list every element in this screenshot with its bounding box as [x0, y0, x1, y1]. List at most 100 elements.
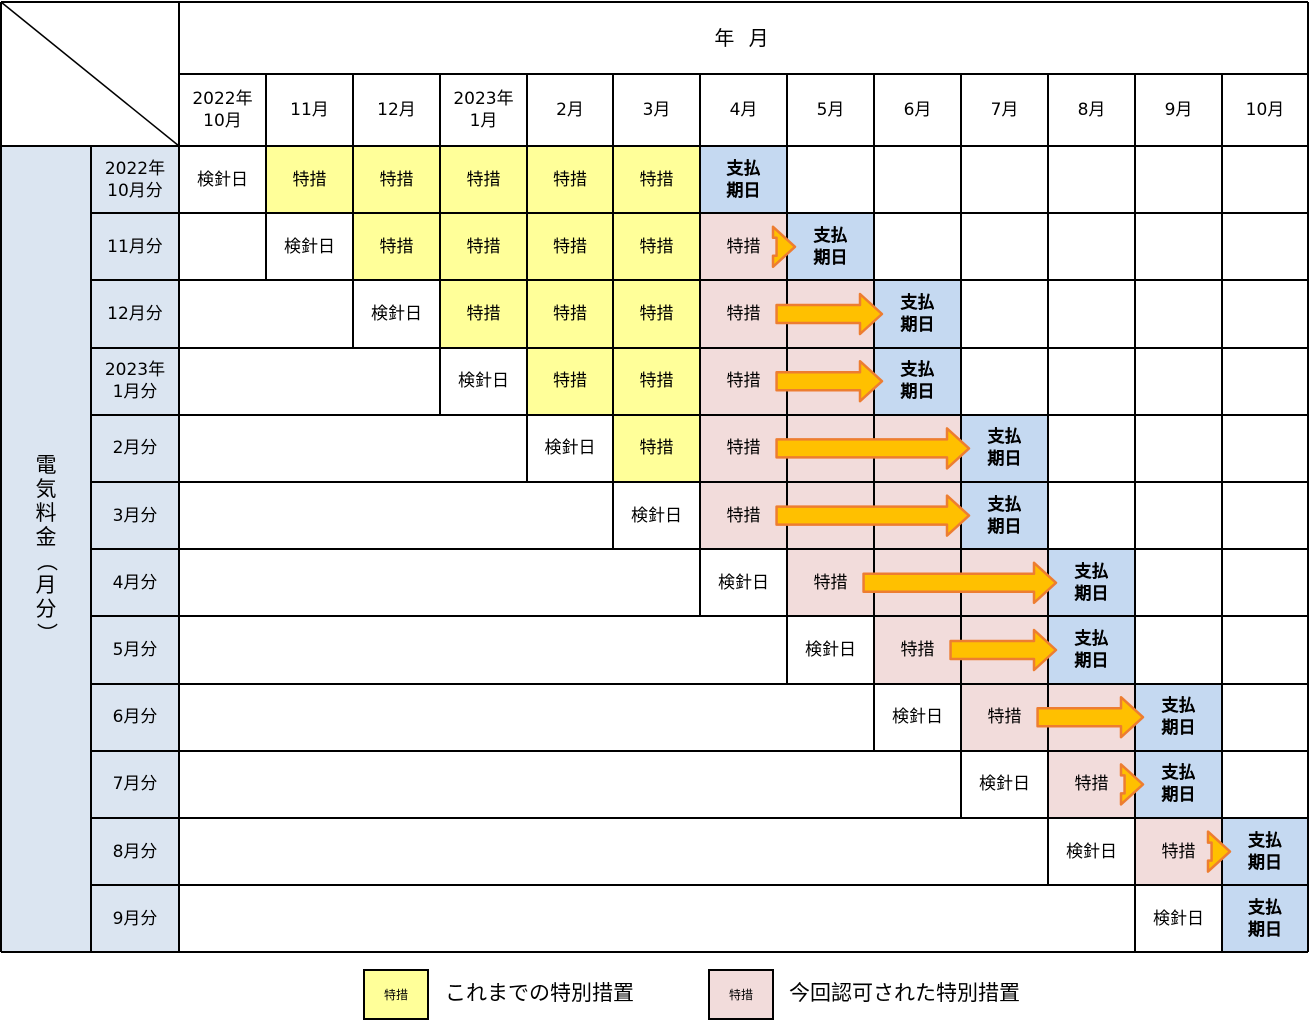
- grid-line: [699, 280, 701, 348]
- special-previous-cell: 特措: [613, 414, 700, 482]
- payment-due-cell: 支払 期日: [874, 280, 961, 348]
- payment-due-label: 支払 期日: [1161, 763, 1196, 806]
- grid-line: [873, 616, 875, 684]
- grid-line: [1221, 74, 1223, 146]
- legend-current-swatch: 特措: [708, 969, 774, 1020]
- legend-current-swatch-label: 特措: [728, 988, 753, 1002]
- carry-over-arrow: [775, 292, 884, 336]
- payment-due-label: 支払 期日: [987, 427, 1022, 470]
- grid-line: [1047, 213, 1049, 281]
- special-previous-cell: 特措: [440, 213, 527, 281]
- grid-line: [178, 2, 180, 953]
- corner-diagonal: [0, 1, 180, 147]
- row-label-5: 3月分: [91, 482, 179, 550]
- grid-line: [1047, 482, 1049, 550]
- grid-line: [960, 347, 962, 415]
- grid-line: [179, 73, 1308, 75]
- grid-line: [1221, 146, 1223, 214]
- payment-due-cell: 支払 期日: [787, 213, 874, 281]
- table-border: [1307, 2, 1309, 953]
- row-label-6: 4月分: [91, 549, 179, 617]
- grid-line: [439, 146, 441, 214]
- grid-line: [612, 482, 614, 550]
- payment-due-label: 支払 期日: [1074, 561, 1109, 604]
- grid-line: [91, 749, 1308, 752]
- side-title-char: 分: [35, 597, 57, 622]
- special-previous-cell: 特措: [440, 280, 527, 348]
- grid-line: [1134, 616, 1136, 684]
- grid-line: [1047, 818, 1049, 886]
- grid-line: [699, 414, 701, 482]
- grid-line: [960, 146, 962, 214]
- carry-over-arrow: [775, 359, 884, 403]
- meter-reading-cell: 検針日: [979, 774, 1030, 795]
- grid-line: [699, 482, 701, 550]
- billing-schedule-table: 年 月 2022年 10月 11月 12月 2023年 1月 2月 3月 4月 5月 6月 7月 8月 9月…: [0, 1, 1309, 954]
- special-previous-cell: 特措: [527, 213, 613, 281]
- grid-line: [1047, 280, 1049, 348]
- carry-over-arrow: [1206, 830, 1232, 873]
- row-label-0: 2022年 10月分: [91, 146, 179, 214]
- payment-due-cell: 支払 期日: [961, 414, 1048, 482]
- table-border: [1, 951, 1308, 954]
- side-title-char: 気: [35, 477, 57, 502]
- grid-line: [526, 347, 528, 415]
- row-label-9: 7月分: [91, 750, 179, 818]
- month-header-0: 2022年 10月: [192, 89, 253, 131]
- grid-line: [439, 347, 441, 415]
- arrows-layer: [771, 225, 1232, 873]
- legend-current-text: 今回認可された特別措置: [789, 981, 1020, 1005]
- month-header-9: 7月: [990, 100, 1019, 120]
- grid-line: [1221, 549, 1223, 617]
- special-current-cell: 特措: [787, 549, 874, 617]
- side-title-cell: 電気料金（月分）: [1, 146, 91, 953]
- grid-line: [960, 74, 962, 146]
- meter-reading-cell: 検針日: [1153, 908, 1204, 929]
- grid-line: [352, 213, 354, 281]
- grid-line: [1221, 750, 1223, 818]
- grid-line: [352, 146, 354, 214]
- grid-line: [526, 213, 528, 281]
- grid-line: [873, 213, 875, 281]
- grid-line: [960, 683, 962, 751]
- grid-line: [1, 145, 1308, 147]
- meter-reading-cell: 検針日: [371, 303, 422, 324]
- grid-line: [786, 74, 788, 146]
- special-previous-cell: 特措: [527, 146, 613, 214]
- grid-line: [526, 414, 528, 482]
- month-header-12: 10月: [1245, 100, 1285, 120]
- special-current-cell: 特措: [1048, 750, 1135, 818]
- month-header-3: 2023年 1月: [453, 89, 514, 131]
- grid-line: [352, 74, 354, 146]
- grid-line: [612, 280, 614, 348]
- grid-line: [265, 213, 267, 281]
- grid-line: [1221, 616, 1223, 684]
- side-title-vertical: 電気料金（月分）: [34, 453, 58, 645]
- meter-reading-cell: 検針日: [631, 505, 682, 526]
- meter-reading-cell: 検針日: [1066, 841, 1117, 862]
- grid-line: [526, 146, 528, 214]
- row-label-4: 2月分: [91, 414, 179, 482]
- grid-line: [1134, 818, 1136, 886]
- special-previous-cell: 特措: [527, 347, 613, 415]
- side-title-char: 月: [35, 573, 57, 598]
- payment-due-cell: 支払 期日: [1135, 750, 1222, 818]
- grid-line: [1047, 74, 1049, 146]
- carry-over-arrow: [775, 427, 971, 470]
- special-current-cell: 特措: [700, 347, 787, 415]
- grid-line: [1134, 280, 1136, 348]
- special-previous-cell: 特措: [613, 280, 700, 348]
- meter-reading-cell: 検針日: [805, 639, 856, 660]
- meter-reading-cell: 検針日: [284, 236, 335, 257]
- grid-line: [265, 146, 267, 214]
- payment-due-cell: 支払 期日: [1135, 683, 1222, 751]
- payment-due-cell: 支払 期日: [874, 347, 961, 415]
- payment-due-label: 支払 期日: [1248, 897, 1282, 940]
- grid-line: [1047, 414, 1049, 482]
- payment-due-label: 支払 期日: [813, 225, 848, 268]
- grid-line: [526, 280, 528, 348]
- month-header-11: 9月: [1164, 100, 1193, 120]
- special-current-cell: 特措: [961, 683, 1048, 751]
- special-previous-cell: 特措: [613, 146, 700, 214]
- row-label-2: 12月分: [91, 280, 179, 348]
